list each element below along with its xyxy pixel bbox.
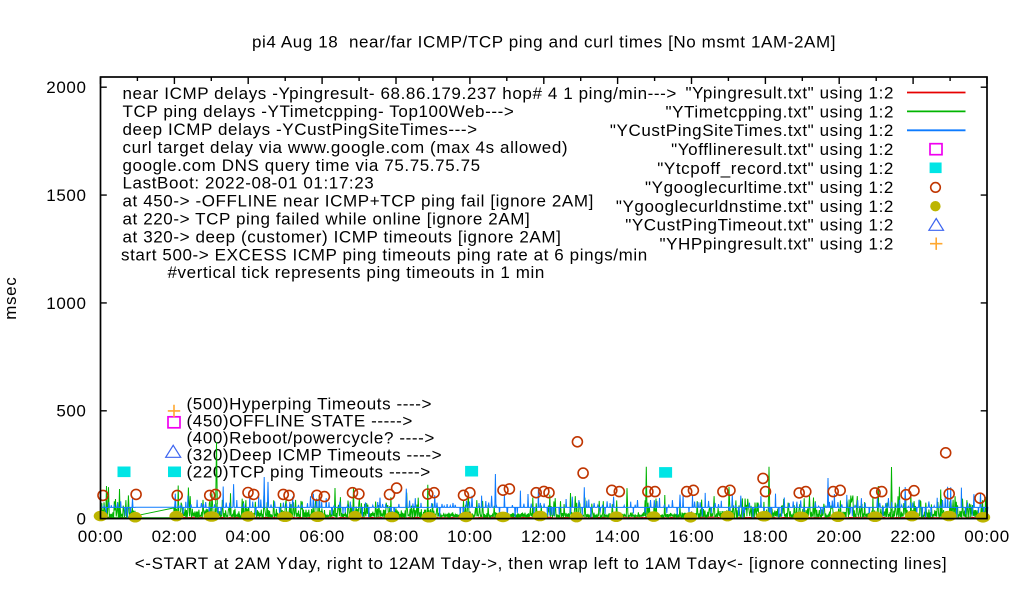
svg-text:08:00: 08:00 <box>373 527 419 546</box>
svg-text:(320)Deep ICMP Timeouts ---->: (320)Deep ICMP Timeouts ----> <box>187 446 443 465</box>
svg-text:near ICMP delays -Ypingresult-: near ICMP delays -Ypingresult- 68.86.179… <box>123 84 677 103</box>
svg-text:<-START at 2AM Yday, right to: <-START at 2AM Yday, right to 12AM Tday-… <box>135 554 947 573</box>
svg-text:"Ygooglecurltime.txt" using 1:: "Ygooglecurltime.txt" using 1:2 <box>645 178 894 197</box>
svg-text:04:00: 04:00 <box>225 527 271 546</box>
svg-text:deep ICMP delays -YCustPingSit: deep ICMP delays -YCustPingSiteTimes---> <box>123 120 478 139</box>
svg-text:"Ytcpoff_record.txt" using 1:2: "Ytcpoff_record.txt" using 1:2 <box>657 159 894 178</box>
svg-text:#vertical tick represents ping: #vertical tick represents ping timeouts … <box>168 263 545 282</box>
svg-text:2000: 2000 <box>46 78 86 97</box>
svg-text:at 220-> TCP ping failed while: at 220-> TCP ping failed while online [i… <box>123 210 531 229</box>
svg-text:06:00: 06:00 <box>299 527 345 546</box>
svg-text:google.com DNS query time via: google.com DNS query time via 75.75.75.7… <box>123 156 481 175</box>
svg-text:LastBoot: 2022-08-01 01:17:23: LastBoot: 2022-08-01 01:17:23 <box>123 174 375 193</box>
svg-text:1000: 1000 <box>46 294 86 313</box>
svg-text:22:00: 22:00 <box>890 527 936 546</box>
svg-text:"Ygooglecurldnstime.txt" using: "Ygooglecurldnstime.txt" using 1:2 <box>616 197 894 216</box>
svg-text:1500: 1500 <box>46 186 86 205</box>
svg-text:00:00: 00:00 <box>964 527 1010 546</box>
svg-text:20:00: 20:00 <box>816 527 862 546</box>
svg-text:10:00: 10:00 <box>447 527 493 546</box>
svg-text:(220)TCP ping Timeouts ----->: (220)TCP ping Timeouts -----> <box>187 463 431 482</box>
svg-text:"Ypingresult.txt" using 1:2: "Ypingresult.txt" using 1:2 <box>686 83 894 102</box>
svg-text:pi4 Aug 18 near/far ICMP/TCP: pi4 Aug 18 near/far ICMP/TCP ping and cu… <box>252 33 836 52</box>
svg-text:msec: msec <box>1 277 20 320</box>
svg-text:"Yofflineresult.txt" using 1:2: "Yofflineresult.txt" using 1:2 <box>671 140 894 159</box>
svg-text:14:00: 14:00 <box>595 527 641 546</box>
svg-text:"YHPpingresult.txt" using 1:2: "YHPpingresult.txt" using 1:2 <box>659 235 894 254</box>
svg-text:500: 500 <box>56 402 86 421</box>
svg-text:12:00: 12:00 <box>521 527 567 546</box>
svg-text:02:00: 02:00 <box>152 527 198 546</box>
svg-text:"YTimetcpping.txt" using 1:2: "YTimetcpping.txt" using 1:2 <box>665 102 894 121</box>
svg-text:00:00: 00:00 <box>78 527 124 546</box>
svg-text:at 320-> deep (customer) ICMP: at 320-> deep (customer) ICMP timeouts [… <box>123 227 562 246</box>
svg-text:(400)Reboot/powercycle? ---->: (400)Reboot/powercycle? ----> <box>187 429 435 448</box>
svg-text:(450)OFFLINE STATE ----->: (450)OFFLINE STATE -----> <box>187 411 413 430</box>
svg-text:"YCustPingTimeout.txt" using 1: "YCustPingTimeout.txt" using 1:2 <box>625 216 894 235</box>
svg-text:at 450-> -OFFLINE near ICMP+TC: at 450-> -OFFLINE near ICMP+TCP ping fai… <box>123 192 594 211</box>
svg-text:"YCustPingSiteTimes.txt" using: "YCustPingSiteTimes.txt" using 1:2 <box>610 121 894 140</box>
svg-text:18:00: 18:00 <box>743 527 789 546</box>
svg-text:(500)Hyperping Timeouts ---->: (500)Hyperping Timeouts ----> <box>187 394 433 413</box>
svg-text:0: 0 <box>76 510 86 529</box>
svg-text:curl target delay via www.goog: curl target delay via www.google.com (ma… <box>123 138 569 157</box>
svg-text:16:00: 16:00 <box>669 527 715 546</box>
svg-text:TCP ping delays -YTimetcpping-: TCP ping delays -YTimetcpping- Top100Web… <box>123 102 515 121</box>
svg-text:start 500-> EXCESS ICMP ping t: start 500-> EXCESS ICMP ping timeouts pi… <box>121 245 648 264</box>
